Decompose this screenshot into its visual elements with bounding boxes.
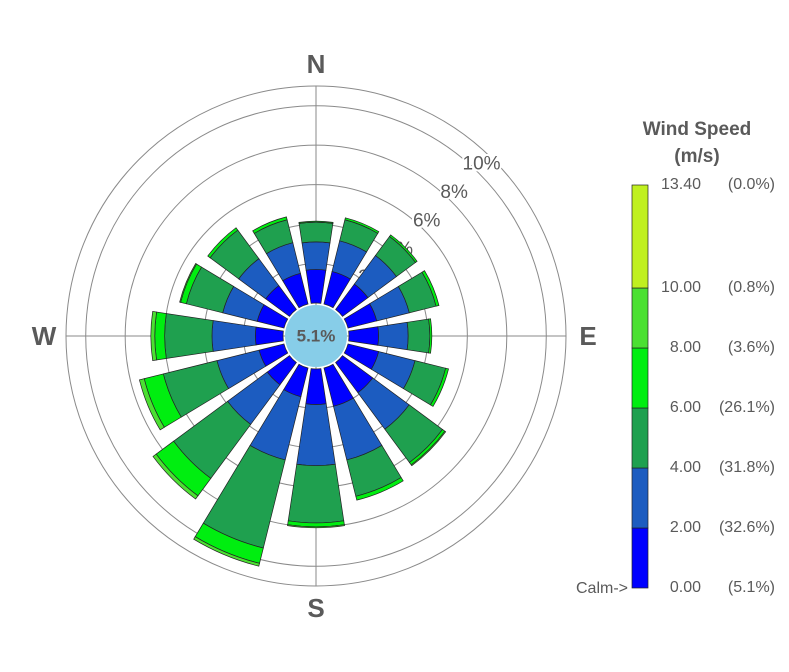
calm-label: Calm-> — [576, 580, 628, 597]
wedge-segment — [207, 227, 239, 259]
wedge-segment — [344, 217, 380, 234]
legend-bound: 8.00 — [670, 339, 701, 356]
wedge-segment — [152, 453, 199, 500]
legend-share: (31.8%) — [719, 459, 775, 476]
wedge-segment — [287, 463, 345, 524]
legend-bound: 4.00 — [670, 459, 701, 476]
legend-share: (0.8%) — [728, 279, 775, 296]
wedge-segment — [193, 536, 260, 567]
direction-label: E — [579, 321, 596, 351]
legend-swatch — [631, 287, 649, 349]
legend-swatch — [631, 527, 649, 589]
calm-circle — [285, 305, 347, 367]
wedge-segment — [252, 216, 288, 234]
legend-share: (3.6%) — [728, 339, 775, 356]
wedge-segment — [179, 263, 197, 303]
direction-label: N — [307, 49, 326, 79]
wedge-segment — [305, 368, 327, 405]
wedge-segment — [139, 378, 165, 431]
legend-bound: 6.00 — [670, 399, 701, 416]
legend-bound: 0.00 — [670, 579, 701, 596]
legend-title: (m/s) — [674, 146, 719, 167]
wedge-segment — [421, 270, 440, 307]
wedge-segment — [428, 318, 433, 354]
wedge-segment — [150, 311, 157, 361]
ring-label: 10% — [463, 154, 501, 175]
direction-label: S — [307, 593, 324, 623]
ring-label: 6% — [413, 210, 441, 231]
wedge-segment — [406, 318, 431, 354]
calm-value: 5.1% — [297, 326, 336, 345]
wedge-segment — [255, 326, 284, 346]
wedge-segment — [164, 313, 214, 359]
wedge-segment — [154, 311, 167, 361]
legend-swatch — [631, 184, 649, 289]
wedge-segment — [429, 367, 449, 407]
wedge-segment — [298, 220, 334, 224]
ring-label: 8% — [440, 182, 468, 203]
legend-bound: 13.40 — [661, 176, 701, 193]
wedge-segment — [348, 326, 379, 346]
legend-share: (32.6%) — [719, 519, 775, 536]
wedge-segment — [211, 320, 257, 352]
direction-label: W — [32, 321, 57, 351]
legend-bound: 10.00 — [661, 279, 701, 296]
wedge-segment — [301, 241, 331, 271]
wedge-segment — [389, 234, 418, 263]
legend-share: (26.1%) — [719, 399, 775, 416]
wedge-segment — [298, 221, 334, 244]
wedge-segment — [287, 524, 345, 529]
legend-swatch — [631, 347, 649, 409]
wedge-segment — [296, 403, 336, 466]
wedge-segment — [305, 269, 327, 304]
legend-share: (5.1%) — [728, 579, 775, 596]
wedge-segment — [377, 321, 409, 351]
legend-title: Wind Speed — [643, 119, 752, 140]
legend-swatch — [631, 407, 649, 469]
legend-share: (0.0%) — [728, 176, 775, 193]
legend-swatch — [631, 467, 649, 529]
legend-bound: 2.00 — [670, 519, 701, 536]
wedge-segment — [355, 477, 404, 501]
wedge-segment — [410, 430, 447, 467]
